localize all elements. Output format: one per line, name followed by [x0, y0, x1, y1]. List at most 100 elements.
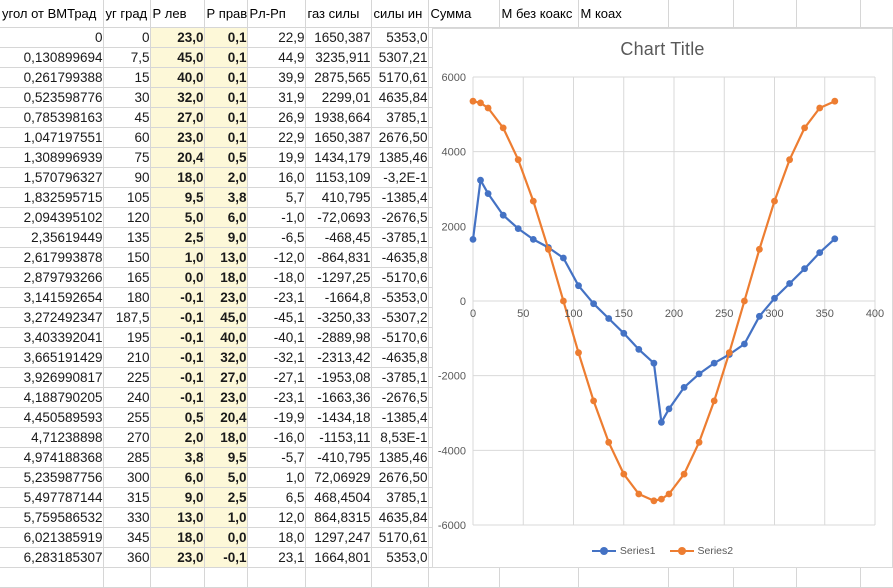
cell[interactable]: 0,1 [203, 126, 248, 148]
cell[interactable]: 40,0 [203, 326, 248, 348]
cell[interactable]: 19,9 [247, 147, 306, 168]
cell[interactable]: 18,0 [149, 166, 205, 188]
cell[interactable]: 3235,911 [305, 47, 372, 68]
cell[interactable]: 2,0 [149, 426, 205, 448]
cell[interactable]: 16,0 [247, 167, 306, 188]
cell[interactable]: -0,1 [149, 306, 205, 328]
cell-empty[interactable] [796, 567, 861, 588]
cell[interactable]: 5353,0 [371, 27, 429, 48]
cell[interactable]: -1663,36 [305, 387, 372, 408]
cell[interactable]: 6,0 [149, 466, 205, 488]
cell[interactable]: 864,8315 [305, 507, 372, 528]
cell-empty[interactable] [371, 567, 429, 588]
embedded-chart[interactable]: Chart Title 6000 4000 2000 0 -2000 -4000 -6000… [432, 28, 893, 568]
cell[interactable]: -2676,5 [371, 387, 429, 408]
cell[interactable]: 0,5 [149, 406, 205, 428]
cell-empty[interactable] [247, 567, 306, 588]
cell[interactable]: 2299,01 [305, 87, 372, 108]
cell[interactable]: 13,0 [149, 506, 205, 528]
cell[interactable]: 5307,21 [371, 47, 429, 68]
legend-item-series2[interactable]: Series2 [669, 545, 733, 557]
cell[interactable]: 0,1 [203, 46, 248, 68]
cell[interactable]: 3,403392041 [0, 327, 104, 348]
cell[interactable]: 0 [0, 27, 104, 48]
cell[interactable]: -72,0693 [305, 207, 372, 228]
cell[interactable]: 1385,46 [371, 147, 429, 168]
cell[interactable]: 0,130899694 [0, 47, 104, 68]
column-header-1[interactable]: уг град [103, 0, 151, 28]
cell[interactable]: 285 [103, 447, 151, 468]
cell[interactable]: -18,0 [247, 267, 306, 288]
cell[interactable]: 2676,50 [371, 467, 429, 488]
cell[interactable]: 105 [103, 187, 151, 208]
cell[interactable]: 468,4504 [305, 487, 372, 508]
cell[interactable]: 13,0 [203, 246, 248, 268]
cell[interactable]: -3785,1 [371, 367, 429, 388]
cell[interactable]: 1,570796327 [0, 167, 104, 188]
cell[interactable]: -1385,4 [371, 407, 429, 428]
cell[interactable]: 18,0 [203, 426, 248, 448]
cell[interactable]: 1,0 [149, 246, 205, 268]
cell-empty[interactable] [428, 567, 500, 588]
cell[interactable]: 0,261799388 [0, 67, 104, 88]
cell[interactable]: -468,45 [305, 227, 372, 248]
cell[interactable]: -0,1 [149, 286, 205, 308]
cell[interactable]: 5,759586532 [0, 507, 104, 528]
cell-empty[interactable] [0, 567, 104, 588]
cell[interactable]: -23,1 [247, 387, 306, 408]
cell[interactable]: 23,0 [203, 386, 248, 408]
cell[interactable]: 360 [103, 547, 151, 568]
cell[interactable]: 195 [103, 327, 151, 348]
cell[interactable]: -1953,08 [305, 367, 372, 388]
cell[interactable]: -2676,5 [371, 207, 429, 228]
cell[interactable]: 4,974188368 [0, 447, 104, 468]
cell[interactable]: 1938,664 [305, 107, 372, 128]
cell[interactable]: -4635,8 [371, 347, 429, 368]
cell[interactable]: 255 [103, 407, 151, 428]
cell[interactable]: 2,094395102 [0, 207, 104, 228]
cell[interactable]: 3785,1 [371, 487, 429, 508]
cell[interactable]: -5353,0 [371, 287, 429, 308]
cell[interactable]: -12,0 [247, 247, 306, 268]
cell[interactable]: 4,188790205 [0, 387, 104, 408]
cell[interactable]: 150 [103, 247, 151, 268]
cell[interactable]: -0,1 [149, 326, 205, 348]
cell[interactable]: 44,9 [247, 47, 306, 68]
cell[interactable]: -3785,1 [371, 227, 429, 248]
column-header-5[interactable]: газ силы [305, 0, 372, 28]
cell[interactable]: 3,8 [149, 446, 205, 468]
cell[interactable]: 20,4 [149, 146, 205, 168]
cell-empty[interactable] [668, 567, 734, 588]
cell[interactable]: 0,1 [203, 106, 248, 128]
legend-item-series1[interactable]: Series1 [591, 545, 656, 557]
cell[interactable]: 3,8 [203, 186, 248, 208]
cell[interactable]: -0,1 [149, 346, 205, 368]
cell[interactable]: 330 [103, 507, 151, 528]
cell[interactable]: 0,1 [203, 66, 248, 88]
cell[interactable]: 410,795 [305, 187, 372, 208]
column-header-4[interactable]: Рл-Рп [247, 0, 306, 28]
cell[interactable]: 18,0 [203, 266, 248, 288]
cell[interactable]: 3,141592654 [0, 287, 104, 308]
cell[interactable]: -40,1 [247, 327, 306, 348]
cell[interactable]: 1297,247 [305, 527, 372, 548]
cell[interactable]: 120 [103, 207, 151, 228]
cell[interactable]: 5353,0 [371, 547, 429, 568]
cell[interactable]: 5,497787144 [0, 487, 104, 508]
cell[interactable]: 18,0 [149, 526, 205, 548]
cell[interactable]: 2,5 [149, 226, 205, 248]
cell[interactable]: -2889,98 [305, 327, 372, 348]
cell[interactable]: 31,9 [247, 87, 306, 108]
column-header-9[interactable]: М коах [578, 0, 669, 28]
cell[interactable]: 0,1 [203, 26, 248, 48]
cell[interactable]: -32,1 [247, 347, 306, 368]
cell[interactable]: -3250,33 [305, 307, 372, 328]
cell[interactable]: 180 [103, 287, 151, 308]
cell[interactable]: 5170,61 [371, 67, 429, 88]
cell[interactable]: 18,0 [247, 527, 306, 548]
cell[interactable]: 90 [103, 167, 151, 188]
column-header-8[interactable]: М без коакс [499, 0, 579, 28]
column-header-7[interactable]: Сумма [428, 0, 500, 28]
cell[interactable]: -4635,8 [371, 247, 429, 268]
column-header-0[interactable]: угол от ВМТрад [0, 0, 104, 28]
